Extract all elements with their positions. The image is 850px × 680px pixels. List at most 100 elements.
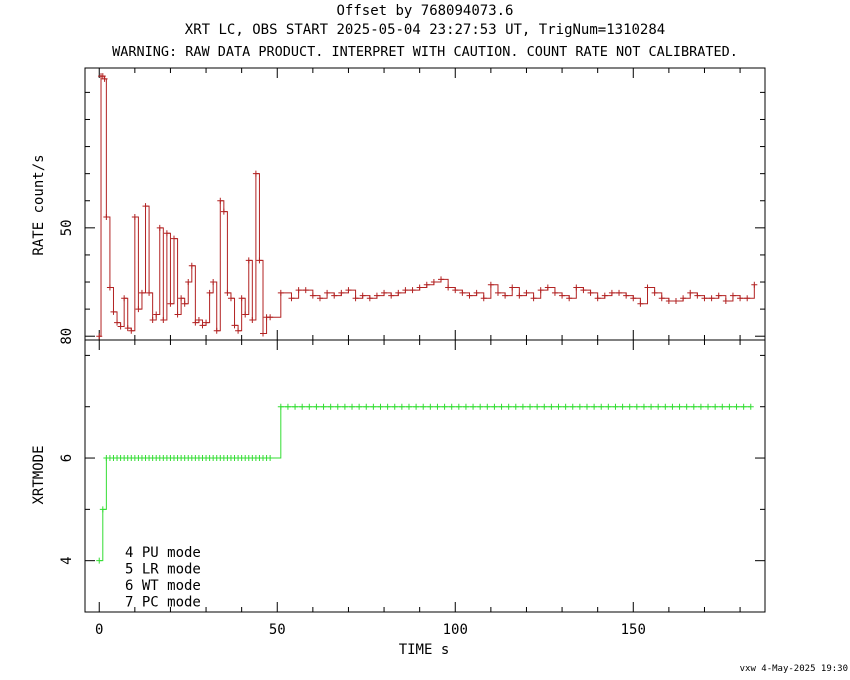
rate-data-point <box>751 281 758 288</box>
rate-data-point <box>445 284 452 291</box>
rate-data-point <box>423 281 430 288</box>
rate-data-point <box>665 297 672 304</box>
rate-data-point <box>601 292 608 299</box>
mode-data-point <box>626 403 633 410</box>
mode-data-point <box>655 403 662 410</box>
rate-data-point <box>181 300 188 307</box>
mode-data-point <box>327 403 334 410</box>
plot-footer-stamp: vxw 4-May-2025 19:30 <box>739 664 848 674</box>
mode-data-point <box>299 403 306 410</box>
mode-data-point <box>612 403 619 410</box>
rate-data-point <box>117 323 124 330</box>
mode-data-point <box>697 403 704 410</box>
mode-data-point <box>284 403 291 410</box>
mode-data-point <box>662 403 669 410</box>
rate-data-point <box>142 203 149 210</box>
rate-data-point <box>231 322 238 329</box>
rate-data-point <box>331 292 338 299</box>
rate-data-point <box>146 289 153 296</box>
chart-title-obs: XRT LC, OBS START 2025-05-04 23:27:53 UT… <box>184 22 666 38</box>
x-tick-label: 50 <box>269 622 286 638</box>
mode-data-point <box>683 403 690 410</box>
rate-data-point <box>409 287 416 294</box>
rate-data-point <box>438 276 445 283</box>
rate-data-point <box>224 289 231 296</box>
mode-data-point <box>306 403 313 410</box>
mode-data-point <box>405 403 412 410</box>
rate-data-point <box>523 289 530 296</box>
rate-data-point <box>680 295 687 302</box>
rate-data-point <box>160 316 167 323</box>
x-tick-label: 0 <box>95 622 103 638</box>
rate-data-point <box>509 284 516 291</box>
rate-data-point <box>121 295 128 302</box>
rate-data-point <box>466 292 473 299</box>
rate-data-point <box>192 319 199 326</box>
mode-data-point <box>740 403 747 410</box>
rate-data-point <box>352 295 359 302</box>
mode-data-point <box>562 403 569 410</box>
rate-data-point <box>316 295 323 302</box>
mode-data-point <box>462 403 469 410</box>
rate-data-point <box>106 284 113 291</box>
mode-data-point <box>484 403 491 410</box>
rate-data-point <box>203 319 210 326</box>
mode-data-point <box>384 403 391 410</box>
rate-data-point <box>110 308 117 315</box>
mode-data-point <box>598 403 605 410</box>
rate-data-point <box>722 297 729 304</box>
rate-data-point <box>573 284 580 291</box>
rate-data-point <box>480 295 487 302</box>
rate-data-point <box>744 295 751 302</box>
mode-data-point <box>99 506 106 513</box>
rate-data-point <box>252 170 259 177</box>
axes-layer <box>84 67 766 613</box>
mode-data-point <box>640 403 647 410</box>
rate-data-point <box>138 289 145 296</box>
rate-step-line <box>99 75 755 337</box>
rate-data-point <box>516 292 523 299</box>
mode-data-point <box>747 403 754 410</box>
rate-data-point <box>302 287 309 294</box>
mode-data-point <box>633 403 640 410</box>
mode-data-point <box>605 403 612 410</box>
x-tick-label: 150 <box>621 622 646 638</box>
rate-data-point <box>178 295 185 302</box>
mode-data-point <box>363 403 370 410</box>
rate-data-point <box>260 330 267 337</box>
mode-data-point <box>505 403 512 410</box>
chart-warning: WARNING: RAW DATA PRODUCT. INTERPRET WIT… <box>112 44 738 60</box>
mode-data-point <box>583 403 590 410</box>
rate-y-tick-label: 80 <box>59 328 75 345</box>
rate-data-point <box>217 197 224 204</box>
mode-data-point <box>690 403 697 410</box>
rate-data-point <box>242 311 249 318</box>
rate-data-point <box>494 289 501 296</box>
mode-data-point <box>548 403 555 410</box>
mode-legend-entry: 4 PU mode <box>125 545 201 561</box>
mode-data-point <box>534 403 541 410</box>
mode-data-point <box>377 403 384 410</box>
rate-data-point <box>96 333 103 340</box>
rate-data-point <box>559 292 566 299</box>
rate-y-tick-label: 50 <box>59 219 75 236</box>
rate-data-point <box>737 295 744 302</box>
rate-data-point <box>131 214 138 221</box>
rate-data-point <box>630 295 637 302</box>
rate-data-point <box>256 257 263 264</box>
axis-text-layer: RATE count/s XRTMODE TIME s 80 50 4 6 0 50 100… <box>31 154 646 658</box>
mode-data-point <box>448 403 455 410</box>
mode-data-point <box>413 403 420 410</box>
mode-data-point <box>491 403 498 410</box>
rate-data-point <box>220 208 227 215</box>
rate-data-point <box>729 292 736 299</box>
x-axis-label: TIME s <box>399 642 450 658</box>
rate-data-point <box>715 292 722 299</box>
rate-data-point <box>245 257 252 264</box>
mode-data-point <box>334 403 341 410</box>
rate-data-point <box>487 281 494 288</box>
rate-data-point <box>459 289 466 296</box>
rate-data-point <box>359 292 366 299</box>
rate-data-point <box>156 224 163 231</box>
